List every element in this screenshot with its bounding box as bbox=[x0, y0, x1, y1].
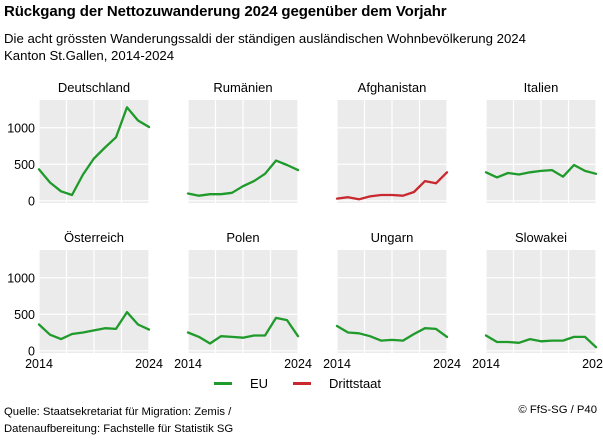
x-tick-label-2014: 2014 bbox=[323, 357, 351, 371]
panel-title-afghanistan: Afghanistan bbox=[358, 80, 427, 95]
series-line-ungarn bbox=[335, 324, 449, 342]
subtitle-line-1: Die acht grössten Wanderungssaldi der st… bbox=[4, 31, 526, 46]
legend-swatch-drittstaat bbox=[293, 382, 311, 385]
x-tick-label-2024: 2024 bbox=[284, 357, 312, 371]
credit: © FfS-SG / P40 bbox=[518, 404, 597, 416]
series-line-italien bbox=[484, 163, 598, 179]
subtitle-line-2: Kanton St.Gallen, 2014-2024 bbox=[4, 48, 175, 63]
source-line-2: Datenaufbereitung: Fachstelle für Statis… bbox=[4, 423, 234, 435]
y-tick-label-1000: 1000 bbox=[7, 271, 35, 285]
series-line-oesterreich bbox=[37, 310, 151, 341]
series-line-slowakei bbox=[484, 334, 598, 349]
series-line-deutschland bbox=[37, 106, 151, 197]
chart-title: Rückgang der Nettozuwanderung 2024 gegen… bbox=[4, 3, 447, 20]
y-tick-label-500: 500 bbox=[14, 158, 35, 172]
y-tick-label-0: 0 bbox=[28, 344, 35, 358]
x-tick-label-2014: 2014 bbox=[25, 357, 53, 371]
source-line-1: Quelle: Staatsekretariat für Migration: … bbox=[4, 406, 232, 418]
panel-title-slowakei: Slowakei bbox=[515, 230, 567, 245]
legend-swatch-eu bbox=[214, 382, 232, 385]
legend-label-drittstaat: Drittstaat bbox=[329, 376, 382, 391]
legend-item-eu: EU bbox=[214, 376, 268, 391]
panel-title-oesterreich: Österreich bbox=[64, 230, 124, 245]
y-tick-label-500: 500 bbox=[14, 308, 35, 322]
y-tick-label-0: 0 bbox=[28, 194, 35, 208]
legend: EU Drittstaat bbox=[0, 376, 603, 396]
series-line-afghanistan bbox=[335, 171, 449, 201]
panel-title-italien: Italien bbox=[524, 80, 559, 95]
legend-item-drittstaat: Drittstaat bbox=[293, 376, 381, 391]
panel-title-deutschland: Deutschland bbox=[58, 80, 130, 95]
x-tick-label-2014: 2014 bbox=[472, 357, 500, 371]
series-line-polen bbox=[186, 316, 300, 345]
y-tick-label-1000: 1000 bbox=[7, 121, 35, 135]
x-tick-label-2024: 2024 bbox=[135, 357, 163, 371]
x-tick-label-2024: 2024 bbox=[582, 357, 603, 371]
legend-label-eu: EU bbox=[250, 376, 269, 391]
x-tick-label-2024: 2024 bbox=[433, 357, 461, 371]
chart-subtitle: Die acht grössten Wanderungssaldi der st… bbox=[4, 30, 526, 64]
panel-title-ungarn: Ungarn bbox=[371, 230, 414, 245]
panel-title-polen: Polen bbox=[226, 230, 259, 245]
panel-title-rumaenien: Rumänien bbox=[213, 80, 272, 95]
series-line-rumaenien bbox=[186, 159, 300, 197]
x-tick-label-2014: 2014 bbox=[174, 357, 202, 371]
source-note: Quelle: Staatsekretariat für Migration: … bbox=[4, 404, 233, 438]
